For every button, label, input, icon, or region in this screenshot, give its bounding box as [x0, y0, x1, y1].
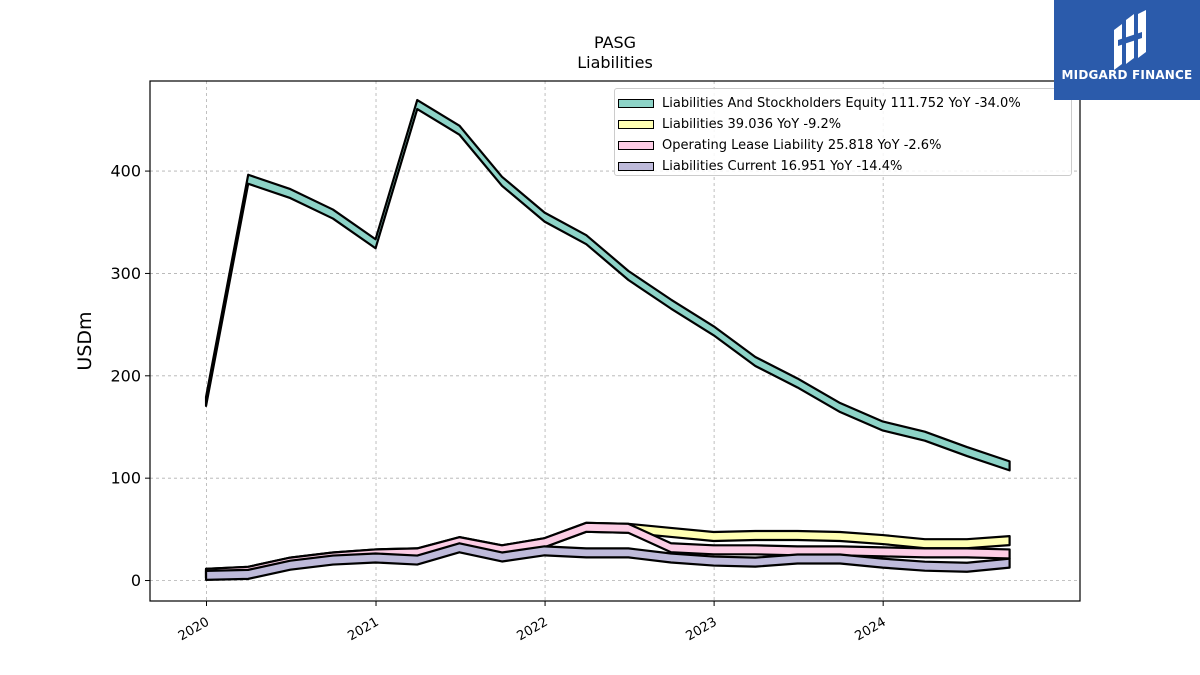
legend-label: Operating Lease Liability 25.818 YoY -2.…: [662, 138, 942, 153]
legend-item: Liabilities 39.036 YoY -9.2%: [615, 114, 1071, 135]
y-axis-ticks: 0 100 200 300 400: [110, 162, 150, 590]
logo-mark-icon: [1114, 10, 1146, 70]
legend-label: Liabilities Current 16.951 YoY -14.4%: [662, 159, 903, 174]
legend-item: Liabilities Current 16.951 YoY -14.4%: [615, 156, 1071, 177]
x-tick-label: 2022: [514, 615, 550, 645]
series-areas: [204, 98, 1011, 582]
x-tick-label: 2024: [853, 615, 889, 645]
legend-swatch: [618, 141, 654, 150]
legend-item: Operating Lease Liability 25.818 YoY -2.…: [615, 135, 1071, 156]
y-tick-label: 200: [110, 366, 141, 385]
y-tick-label: 300: [110, 264, 141, 283]
legend-swatch: [618, 162, 654, 171]
y-tick-label: 100: [110, 469, 141, 488]
midgard-finance-logo: MIDGARD FINANCE: [1054, 0, 1200, 100]
legend-label: Liabilities 39.036 YoY -9.2%: [662, 117, 842, 132]
legend-item: Liabilities And Stockholders Equity 111.…: [615, 93, 1071, 114]
legend-swatch: [618, 120, 654, 129]
series-band-liabilities-and-stockholders-equity: [204, 98, 1011, 472]
series-band-liabilities-current: [204, 542, 1011, 582]
y-axis-label: USDm: [74, 311, 96, 370]
legend-label: Liabilities And Stockholders Equity 111.…: [662, 96, 1021, 111]
legend-swatch: [618, 99, 654, 108]
x-tick-label: 2023: [683, 615, 719, 645]
y-tick-label: 0: [131, 571, 141, 590]
x-tick-label: 2020: [176, 615, 212, 645]
y-tick-label: 400: [110, 162, 141, 181]
legend: Liabilities And Stockholders Equity 111.…: [614, 88, 1072, 176]
logo-text: MIDGARD FINANCE: [1061, 68, 1193, 82]
x-tick-label: 2021: [345, 615, 381, 645]
chart-subtitle: Liabilities: [577, 53, 653, 72]
chart-title: PASG: [593, 33, 637, 52]
x-axis-ticks: 2020 2021 2022 2023 2024: [176, 601, 889, 644]
plot-frame: [149, 80, 1081, 602]
